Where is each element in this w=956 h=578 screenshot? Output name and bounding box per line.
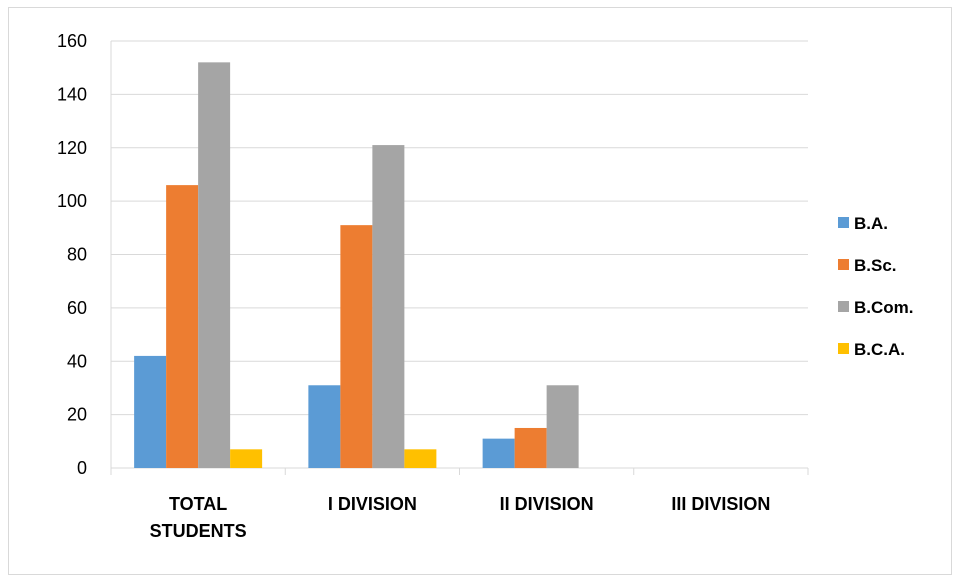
bar	[546, 385, 579, 468]
bar	[134, 355, 167, 468]
bar	[198, 62, 231, 468]
y-tick-label: 100	[57, 191, 87, 211]
bar	[514, 427, 547, 468]
category-label: III DIVISION	[671, 494, 770, 514]
bar	[308, 385, 341, 468]
legend-label: B.Sc.	[854, 256, 897, 275]
y-tick-label: 0	[77, 458, 87, 478]
bar	[340, 225, 373, 468]
bar	[230, 449, 263, 468]
category-label: I DIVISION	[328, 494, 417, 514]
legend-swatch	[838, 259, 849, 270]
y-tick-label: 40	[67, 351, 87, 371]
y-tick-label: 60	[67, 298, 87, 318]
y-tick-label: 20	[67, 405, 87, 425]
category-label: STUDENTS	[150, 521, 247, 541]
y-tick-label: 160	[57, 31, 87, 51]
bar	[404, 449, 437, 468]
bar	[166, 185, 199, 469]
category-label: II DIVISION	[500, 494, 594, 514]
legend-swatch	[838, 301, 849, 312]
category-label: TOTAL	[169, 494, 227, 514]
y-tick-label: 120	[57, 138, 87, 158]
legend-label: B.Com.	[854, 298, 914, 317]
y-tick-label: 80	[67, 245, 87, 265]
y-tick-label: 140	[57, 84, 87, 104]
bar	[482, 438, 515, 468]
legend-label: B.C.A.	[854, 340, 905, 359]
chart-frame	[8, 7, 952, 575]
legend-swatch	[838, 343, 849, 354]
legend-label: B.A.	[854, 214, 888, 233]
bar	[372, 145, 405, 469]
legend-swatch	[838, 217, 849, 228]
